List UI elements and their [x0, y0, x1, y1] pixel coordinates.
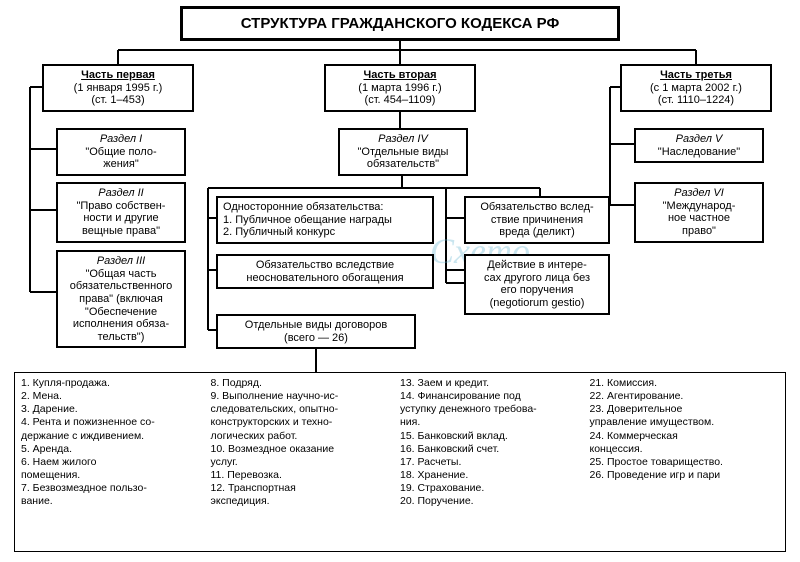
r6-title: Раздел VI: [674, 187, 724, 199]
r2-title: Раздел II: [98, 187, 143, 199]
r6-name: "Международ-ное частноеправо": [663, 200, 736, 237]
unilat-item2: 2. Публичный конкурс: [223, 226, 335, 238]
node-part2: Часть вторая (1 марта 1996 г.) (ст. 454–…: [324, 64, 476, 112]
list-item: 22. Агентирование.: [590, 390, 774, 403]
r4-name: "Отдельные видыобязательств": [358, 146, 449, 171]
r1-title: Раздел I: [100, 133, 142, 145]
r3-title: Раздел III: [97, 255, 145, 267]
r2-name: "Право собствен-ности и другиевещные пра…: [77, 200, 166, 237]
list-item: 1. Купля-продажа.: [21, 377, 205, 390]
node-enrichment: Обязательство вследствиенеосновательного…: [216, 254, 434, 289]
diagram-title: СТРУКТУРА ГРАЖДАНСКОГО КОДЕКСА РФ: [180, 6, 620, 41]
list-item: 5. Аренда.: [21, 443, 205, 456]
contr-text: Отдельные виды договоров(всего — 26): [245, 319, 387, 344]
r4-title: Раздел IV: [378, 133, 428, 145]
list-item: 24. Коммерческаяконцессия.: [590, 430, 774, 456]
node-section-5: Раздел V "Наследование": [634, 128, 764, 163]
list-item: 6. Наем жилогопомещения.: [21, 456, 205, 482]
list-item: 26. Проведение игр и пари: [590, 469, 774, 482]
contracts-list: 1. Купля-продажа. 2. Мена. 3. Дарение. 4…: [14, 372, 786, 552]
node-section-1: Раздел I "Общие поло-жения": [56, 128, 186, 176]
part3-label: Часть третья: [660, 69, 732, 81]
list-item: 2. Мена.: [21, 390, 205, 403]
part1-label: Часть первая: [81, 69, 155, 81]
list-item: 9. Выполнение научно-ис-следовательских,…: [211, 390, 395, 443]
r1-name: "Общие поло-жения": [85, 146, 156, 171]
list-item: 19. Страхование.: [400, 482, 584, 495]
node-section-4: Раздел IV "Отдельные видыобязательств": [338, 128, 468, 176]
node-contracts: Отдельные виды договоров(всего — 26): [216, 314, 416, 349]
negot-text: Действие в интере-сах другого лица безег…: [484, 259, 590, 309]
node-part1: Часть первая (1 января 1995 г.) (ст. 1–4…: [42, 64, 194, 112]
list-item: 10. Возмездное оказаниеуслуг.: [211, 443, 395, 469]
node-unilateral: Односторонние обязательства: 1. Публично…: [216, 196, 434, 244]
part2-label: Часть вторая: [363, 69, 436, 81]
list-col-1: 1. Купля-продажа. 2. Мена. 3. Дарение. 4…: [21, 377, 211, 547]
list-col-4: 21. Комиссия. 22. Агентирование. 23. Дов…: [590, 377, 780, 547]
list-item: 25. Простое товарищество.: [590, 456, 774, 469]
r5-title: Раздел V: [676, 133, 723, 145]
list-item: 14. Финансирование подуступку денежного …: [400, 390, 584, 429]
list-item: 7. Безвозмездное пользо-вание.: [21, 482, 205, 508]
list-item: 3. Дарение.: [21, 403, 205, 416]
enrich-text: Обязательство вследствиенеосновательного…: [246, 259, 403, 284]
list-item: 18. Хранение.: [400, 469, 584, 482]
part3-date: (с 1 марта 2002 г.): [650, 82, 742, 94]
part2-date: (1 марта 1996 г.): [358, 82, 441, 94]
list-item: 15. Банковский вклад.: [400, 430, 584, 443]
r3-name: "Общая частьобязательственногоправа" (вк…: [70, 268, 172, 343]
node-part3: Часть третья (с 1 марта 2002 г.) (ст. 11…: [620, 64, 772, 112]
list-item: 11. Перевозка.: [211, 469, 395, 482]
part1-date: (1 января 1995 г.): [74, 82, 163, 94]
list-col-3: 13. Заем и кредит. 14. Финансирование по…: [400, 377, 590, 547]
delict-text: Обязательство вслед-ствие причинениявред…: [480, 201, 593, 238]
node-section-3: Раздел III "Общая частьобязательственног…: [56, 250, 186, 348]
node-negotiorum: Действие в интере-сах другого лица безег…: [464, 254, 610, 315]
node-section-6: Раздел VI "Международ-ное частноеправо": [634, 182, 764, 243]
list-item: 8. Подряд.: [211, 377, 395, 390]
list-item: 20. Поручение.: [400, 495, 584, 508]
list-item: 13. Заем и кредит.: [400, 377, 584, 390]
unilat-item1: 1. Публичное обещание награды: [223, 214, 392, 226]
list-item: 17. Расчеты.: [400, 456, 584, 469]
list-item: 23. Доверительноеуправление имуществом.: [590, 403, 774, 429]
list-item: 16. Банковский счет.: [400, 443, 584, 456]
node-delict: Обязательство вслед-ствие причинениявред…: [464, 196, 610, 244]
part1-articles: (ст. 1–453): [91, 94, 144, 106]
list-col-2: 8. Подряд. 9. Выполнение научно-ис-следо…: [211, 377, 401, 547]
part3-articles: (ст. 1110–1224): [658, 94, 734, 106]
title-text: СТРУКТУРА ГРАЖДАНСКОГО КОДЕКСА РФ: [241, 15, 560, 32]
unilat-heading: Односторонние обязательства:: [223, 201, 383, 213]
list-item: 12. Транспортнаяэкспедиция.: [211, 482, 395, 508]
part2-articles: (ст. 454–1109): [365, 94, 436, 106]
r5-name: "Наследование": [658, 146, 740, 158]
list-item: 4. Рента и пожизненное со-держание с ижд…: [21, 416, 205, 442]
node-section-2: Раздел II "Право собствен-ности и другие…: [56, 182, 186, 243]
list-item: 21. Комиссия.: [590, 377, 774, 390]
